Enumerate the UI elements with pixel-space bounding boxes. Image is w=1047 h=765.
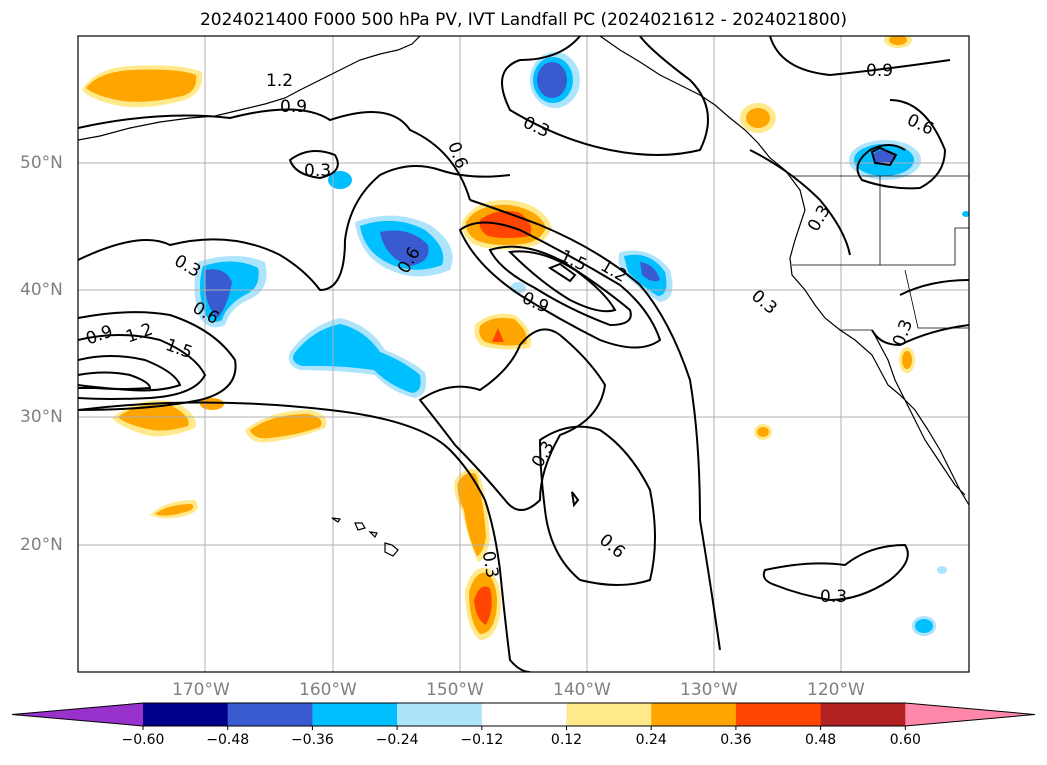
contour-label: 0.3	[889, 317, 917, 349]
colorbar-tick-label: −0.60	[121, 732, 165, 748]
colorbar-tick-label: 0.60	[889, 732, 921, 748]
contour-label: 1.5	[163, 335, 195, 363]
map-gridlines	[78, 36, 969, 672]
colorbar-box	[397, 703, 483, 726]
colorbar-box	[481, 703, 567, 726]
colorbar-box	[566, 703, 652, 726]
colorbar-box	[143, 703, 229, 726]
contour-label: 0.3	[747, 286, 781, 319]
contour-label: 0.9	[866, 61, 893, 81]
colorbar-tick-label: −0.24	[375, 732, 419, 748]
lon-label-130w: 130°W	[680, 680, 738, 700]
contour-label: 0.9	[83, 321, 115, 349]
contour-label: 0.9	[519, 288, 552, 318]
coastlines	[78, 36, 969, 557]
lon-label-160w: 160°W	[299, 680, 357, 700]
lat-label-50n: 50°N	[20, 153, 63, 173]
lon-label-150w: 150°W	[426, 680, 484, 700]
lon-label-120w: 120°W	[807, 680, 865, 700]
map-frame	[77, 35, 970, 673]
lon-label-140w: 140°W	[553, 680, 611, 700]
lon-label-170w: 170°W	[172, 680, 230, 700]
contour-label: 0.3	[520, 113, 553, 143]
colorbar-tick-label: 0.48	[805, 732, 837, 748]
colorbar-tick-label: −0.36	[290, 732, 334, 748]
map-title: 2024021400 F000 500 hPa PV, IVT Landfall…	[199, 10, 847, 30]
colorbar-tick-label: −0.12	[460, 732, 504, 748]
contour-label: 0.3	[528, 438, 559, 471]
contour-label: 1.5	[557, 246, 590, 276]
colorbar-extend-left	[12, 703, 143, 726]
lat-label-30n: 30°N	[20, 407, 63, 427]
positive-shading	[82, 36, 915, 640]
colorbar	[11, 702, 1036, 730]
contour-label: 0.9	[280, 97, 307, 117]
colorbar-tick-label: 0.24	[635, 732, 667, 748]
lat-label-40n: 40°N	[20, 280, 63, 300]
colorbar-extend-right	[905, 703, 1035, 726]
lat-label-20n: 20°N	[20, 535, 63, 555]
contour-label: 0.6	[595, 530, 629, 563]
colorbar-box	[735, 703, 822, 726]
contour-lines	[78, 36, 969, 672]
colorbar-tick-label: 0.36	[720, 732, 752, 748]
contour-label: 0.6	[443, 139, 471, 171]
colorbar-tick-label: 0.12	[550, 732, 583, 748]
contour-label: 0.3	[304, 161, 331, 181]
colorbar-box	[651, 703, 737, 726]
colorbar-box	[227, 703, 313, 726]
contour-label: 0.6	[904, 110, 937, 140]
contour-label: 1.2	[123, 319, 155, 347]
colorbar-box	[820, 703, 906, 726]
negative-shading	[194, 52, 969, 636]
contour-label: 1.2	[266, 71, 293, 91]
contour-label: 0.3	[820, 587, 847, 607]
colorbar-box	[312, 703, 398, 726]
contour-label: 0.3	[804, 202, 835, 235]
colorbar-tick-label: −0.48	[206, 732, 250, 748]
contour-label: 0.3	[478, 550, 502, 580]
